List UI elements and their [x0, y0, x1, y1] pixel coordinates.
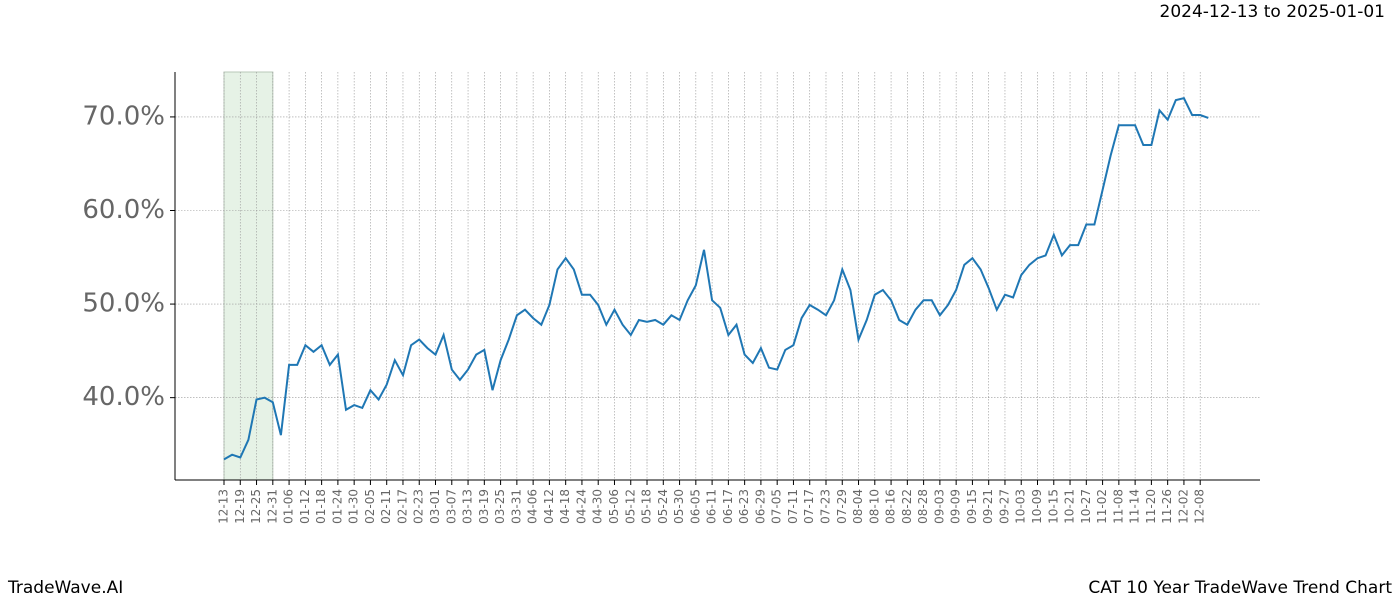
x-tick-label: 11-26: [1160, 489, 1174, 524]
x-tick-label: 10-27: [1079, 489, 1093, 524]
x-tick-label: 03-01: [428, 489, 442, 524]
x-tick-label: 12-25: [249, 489, 263, 524]
x-tick-label: 11-02: [1095, 489, 1109, 524]
x-tick-label: 08-28: [916, 489, 930, 524]
x-tick-label: 04-24: [574, 489, 588, 524]
x-tick-label: 02-11: [379, 489, 393, 524]
x-tick-label: 09-03: [932, 489, 946, 524]
x-tick-label: 11-20: [1144, 489, 1158, 524]
x-tick-label: 02-23: [412, 489, 426, 524]
x-tick-label: 12-31: [265, 489, 279, 524]
x-tick-label: 12-02: [1176, 489, 1190, 524]
x-tick-label: 01-18: [314, 489, 328, 524]
x-tick-label: 05-30: [672, 489, 686, 524]
x-tick-label: 08-16: [884, 489, 898, 524]
x-tick-label: 06-11: [705, 489, 719, 524]
x-tick-label: 09-21: [981, 489, 995, 524]
x-tick-label: 03-25: [493, 489, 507, 524]
x-tick-label: 05-12: [623, 489, 637, 524]
x-tick-label: 01-30: [347, 489, 361, 524]
x-tick-label: 04-06: [526, 489, 540, 524]
x-tick-label: 10-03: [1014, 489, 1028, 524]
x-tick-label: 02-05: [363, 489, 377, 524]
y-tick-label: 60.0%: [82, 195, 165, 225]
trend-line: [223, 97, 1209, 461]
x-tick-label: 08-04: [851, 489, 865, 524]
x-tick-label: 04-12: [542, 489, 556, 524]
date-range: 2024-12-13 to 2025-01-01: [1160, 2, 1385, 22]
chart-title: CAT 10 Year TradeWave Trend Chart: [1088, 578, 1392, 598]
x-tick-label: 03-07: [444, 489, 458, 524]
x-tick-label: 01-06: [282, 489, 296, 524]
watermark: TradeWave.AI: [7, 578, 123, 598]
x-tick-label: 07-11: [786, 489, 800, 524]
x-tick-label: 02-17: [395, 489, 409, 524]
x-tick-label: 10-15: [1046, 489, 1060, 524]
y-tick-label: 50.0%: [82, 289, 165, 319]
x-tick-label: 03-31: [509, 489, 523, 524]
x-tick-label: 11-08: [1111, 489, 1125, 524]
x-tick-label: 11-14: [1128, 489, 1142, 524]
x-tick-label: 03-19: [477, 489, 491, 524]
x-tick-label: 07-05: [770, 489, 784, 524]
x-tick-label: 04-30: [591, 489, 605, 524]
x-tick-label: 08-22: [900, 489, 914, 524]
x-tick-label: 10-09: [1030, 489, 1044, 524]
x-tick-label: 06-17: [721, 489, 735, 524]
x-tick-label: 07-23: [818, 489, 832, 524]
x-tick-label: 07-17: [802, 489, 816, 524]
x-tick-label: 01-24: [330, 489, 344, 524]
shaded-range: [223, 71, 274, 481]
x-tick-label: 10-21: [1063, 489, 1077, 524]
x-tick-label: 07-29: [835, 489, 849, 524]
x-tick-label: 09-27: [997, 489, 1011, 524]
x-tick-label: 05-06: [607, 489, 621, 524]
x-tick-label: 12-13: [217, 489, 231, 524]
x-tick-label: 09-15: [965, 489, 979, 524]
x-tick-label: 12-19: [233, 489, 247, 524]
x-tick-label: 03-13: [461, 489, 475, 524]
x-tick-label: 05-24: [656, 489, 670, 524]
y-tick-label: 40.0%: [82, 382, 165, 412]
x-tick-label: 06-23: [737, 489, 751, 524]
y-tick-label: 70.0%: [82, 101, 165, 131]
x-tick-label: 06-29: [753, 489, 767, 524]
x-tick-label: 12-08: [1193, 489, 1207, 524]
x-tick-label: 06-05: [688, 489, 702, 524]
x-tick-label: 08-10: [867, 489, 881, 524]
x-tick-label: 04-18: [558, 489, 572, 524]
x-tick-label: 05-18: [640, 489, 654, 524]
x-tick-label: 01-12: [298, 489, 312, 524]
x-tick-label: 09-09: [949, 489, 963, 524]
